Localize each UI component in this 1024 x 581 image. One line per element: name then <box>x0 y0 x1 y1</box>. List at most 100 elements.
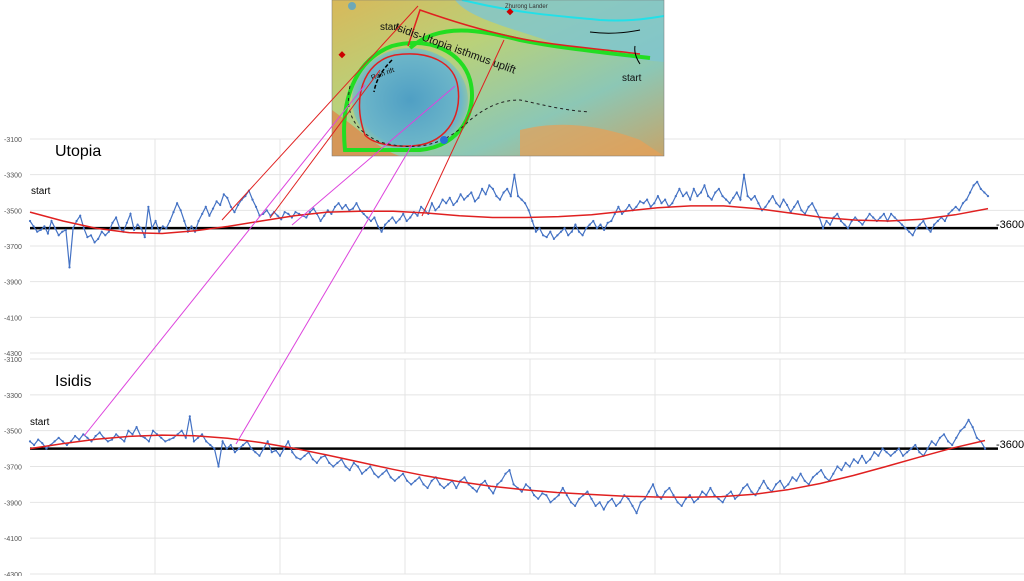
connector-line-red <box>421 39 505 217</box>
data-point <box>242 443 245 447</box>
data-point <box>516 195 520 198</box>
data-point <box>369 465 372 468</box>
data-point <box>82 227 85 230</box>
start-label-map: start <box>622 73 642 84</box>
data-point <box>929 230 932 233</box>
data-point <box>283 447 286 450</box>
data-point <box>836 465 839 468</box>
data-point <box>889 454 892 457</box>
data-point <box>82 433 85 436</box>
data-point <box>556 234 559 237</box>
data-point <box>118 227 121 230</box>
data-point <box>549 230 552 233</box>
data-point <box>660 202 663 205</box>
data-point <box>750 198 753 201</box>
data-point <box>233 451 236 454</box>
data-point <box>398 218 401 221</box>
data-point <box>635 511 638 515</box>
data-point <box>971 426 974 429</box>
data-point <box>483 479 487 482</box>
reference-label: -3600 <box>996 219 1024 231</box>
data-point <box>872 216 875 219</box>
data-point <box>348 469 351 472</box>
data-point <box>570 230 573 233</box>
data-point <box>406 479 409 482</box>
data-point <box>111 221 114 224</box>
data-point <box>668 486 671 490</box>
data-point <box>631 504 634 507</box>
data-point <box>221 440 224 443</box>
data-point <box>537 497 540 500</box>
data-point <box>467 483 470 486</box>
data-point <box>133 228 136 231</box>
data-point <box>779 479 782 482</box>
data-point <box>402 212 405 215</box>
data-point <box>787 483 790 486</box>
data-point <box>692 501 696 504</box>
data-point <box>764 205 767 208</box>
data-point <box>172 211 175 214</box>
data-point <box>906 451 909 454</box>
data-point <box>473 200 476 203</box>
data-point <box>319 456 323 459</box>
data-point <box>466 195 469 198</box>
data-point <box>714 191 717 194</box>
data-point <box>664 198 667 201</box>
connector-line-magenta <box>235 144 413 445</box>
data-point <box>856 461 860 464</box>
y-tick-label: -3100 <box>4 137 22 144</box>
data-point <box>341 207 344 210</box>
data-point <box>394 221 398 224</box>
data-point <box>362 212 365 215</box>
data-point <box>549 501 552 504</box>
data-point <box>574 223 577 226</box>
start-label-map: start <box>380 22 400 33</box>
data-point <box>979 187 982 190</box>
data-point <box>107 230 110 233</box>
data-point <box>713 494 716 497</box>
data-point <box>868 212 871 215</box>
data-point <box>811 476 815 479</box>
data-point <box>492 492 495 495</box>
connector-line-red <box>221 5 419 221</box>
data-point <box>653 202 656 205</box>
data-point <box>742 486 745 490</box>
data-point <box>721 501 724 504</box>
data-point <box>455 486 458 490</box>
data-point <box>709 486 712 490</box>
data-point <box>904 227 907 230</box>
data-point <box>930 440 933 443</box>
data-point <box>692 187 695 190</box>
data-point <box>594 504 597 507</box>
y-tick-label: -4100 <box>4 536 22 543</box>
data-point <box>430 479 433 482</box>
data-point <box>881 447 884 450</box>
y-tick-label: -4300 <box>4 572 22 576</box>
data-point <box>448 196 451 199</box>
data-point <box>786 203 789 207</box>
data-point <box>53 440 56 443</box>
data-point <box>664 490 667 493</box>
data-point <box>890 212 893 215</box>
data-point <box>215 200 218 203</box>
data-point <box>278 454 282 457</box>
data-point <box>498 198 502 201</box>
data-point <box>352 461 355 464</box>
data-point <box>649 205 652 208</box>
start-arrow <box>634 45 641 65</box>
data-point <box>795 479 798 482</box>
data-point <box>355 202 358 205</box>
data-point <box>168 219 171 223</box>
data-point <box>729 490 733 493</box>
data-point <box>688 494 692 497</box>
data-point <box>671 202 674 205</box>
data-point <box>926 447 929 450</box>
data-point <box>94 434 97 438</box>
data-point <box>43 225 46 228</box>
data-point <box>86 236 89 239</box>
data-point <box>676 501 679 504</box>
data-point <box>422 483 425 486</box>
data-point <box>793 205 796 208</box>
data-point <box>972 184 975 187</box>
data-point <box>86 436 89 439</box>
